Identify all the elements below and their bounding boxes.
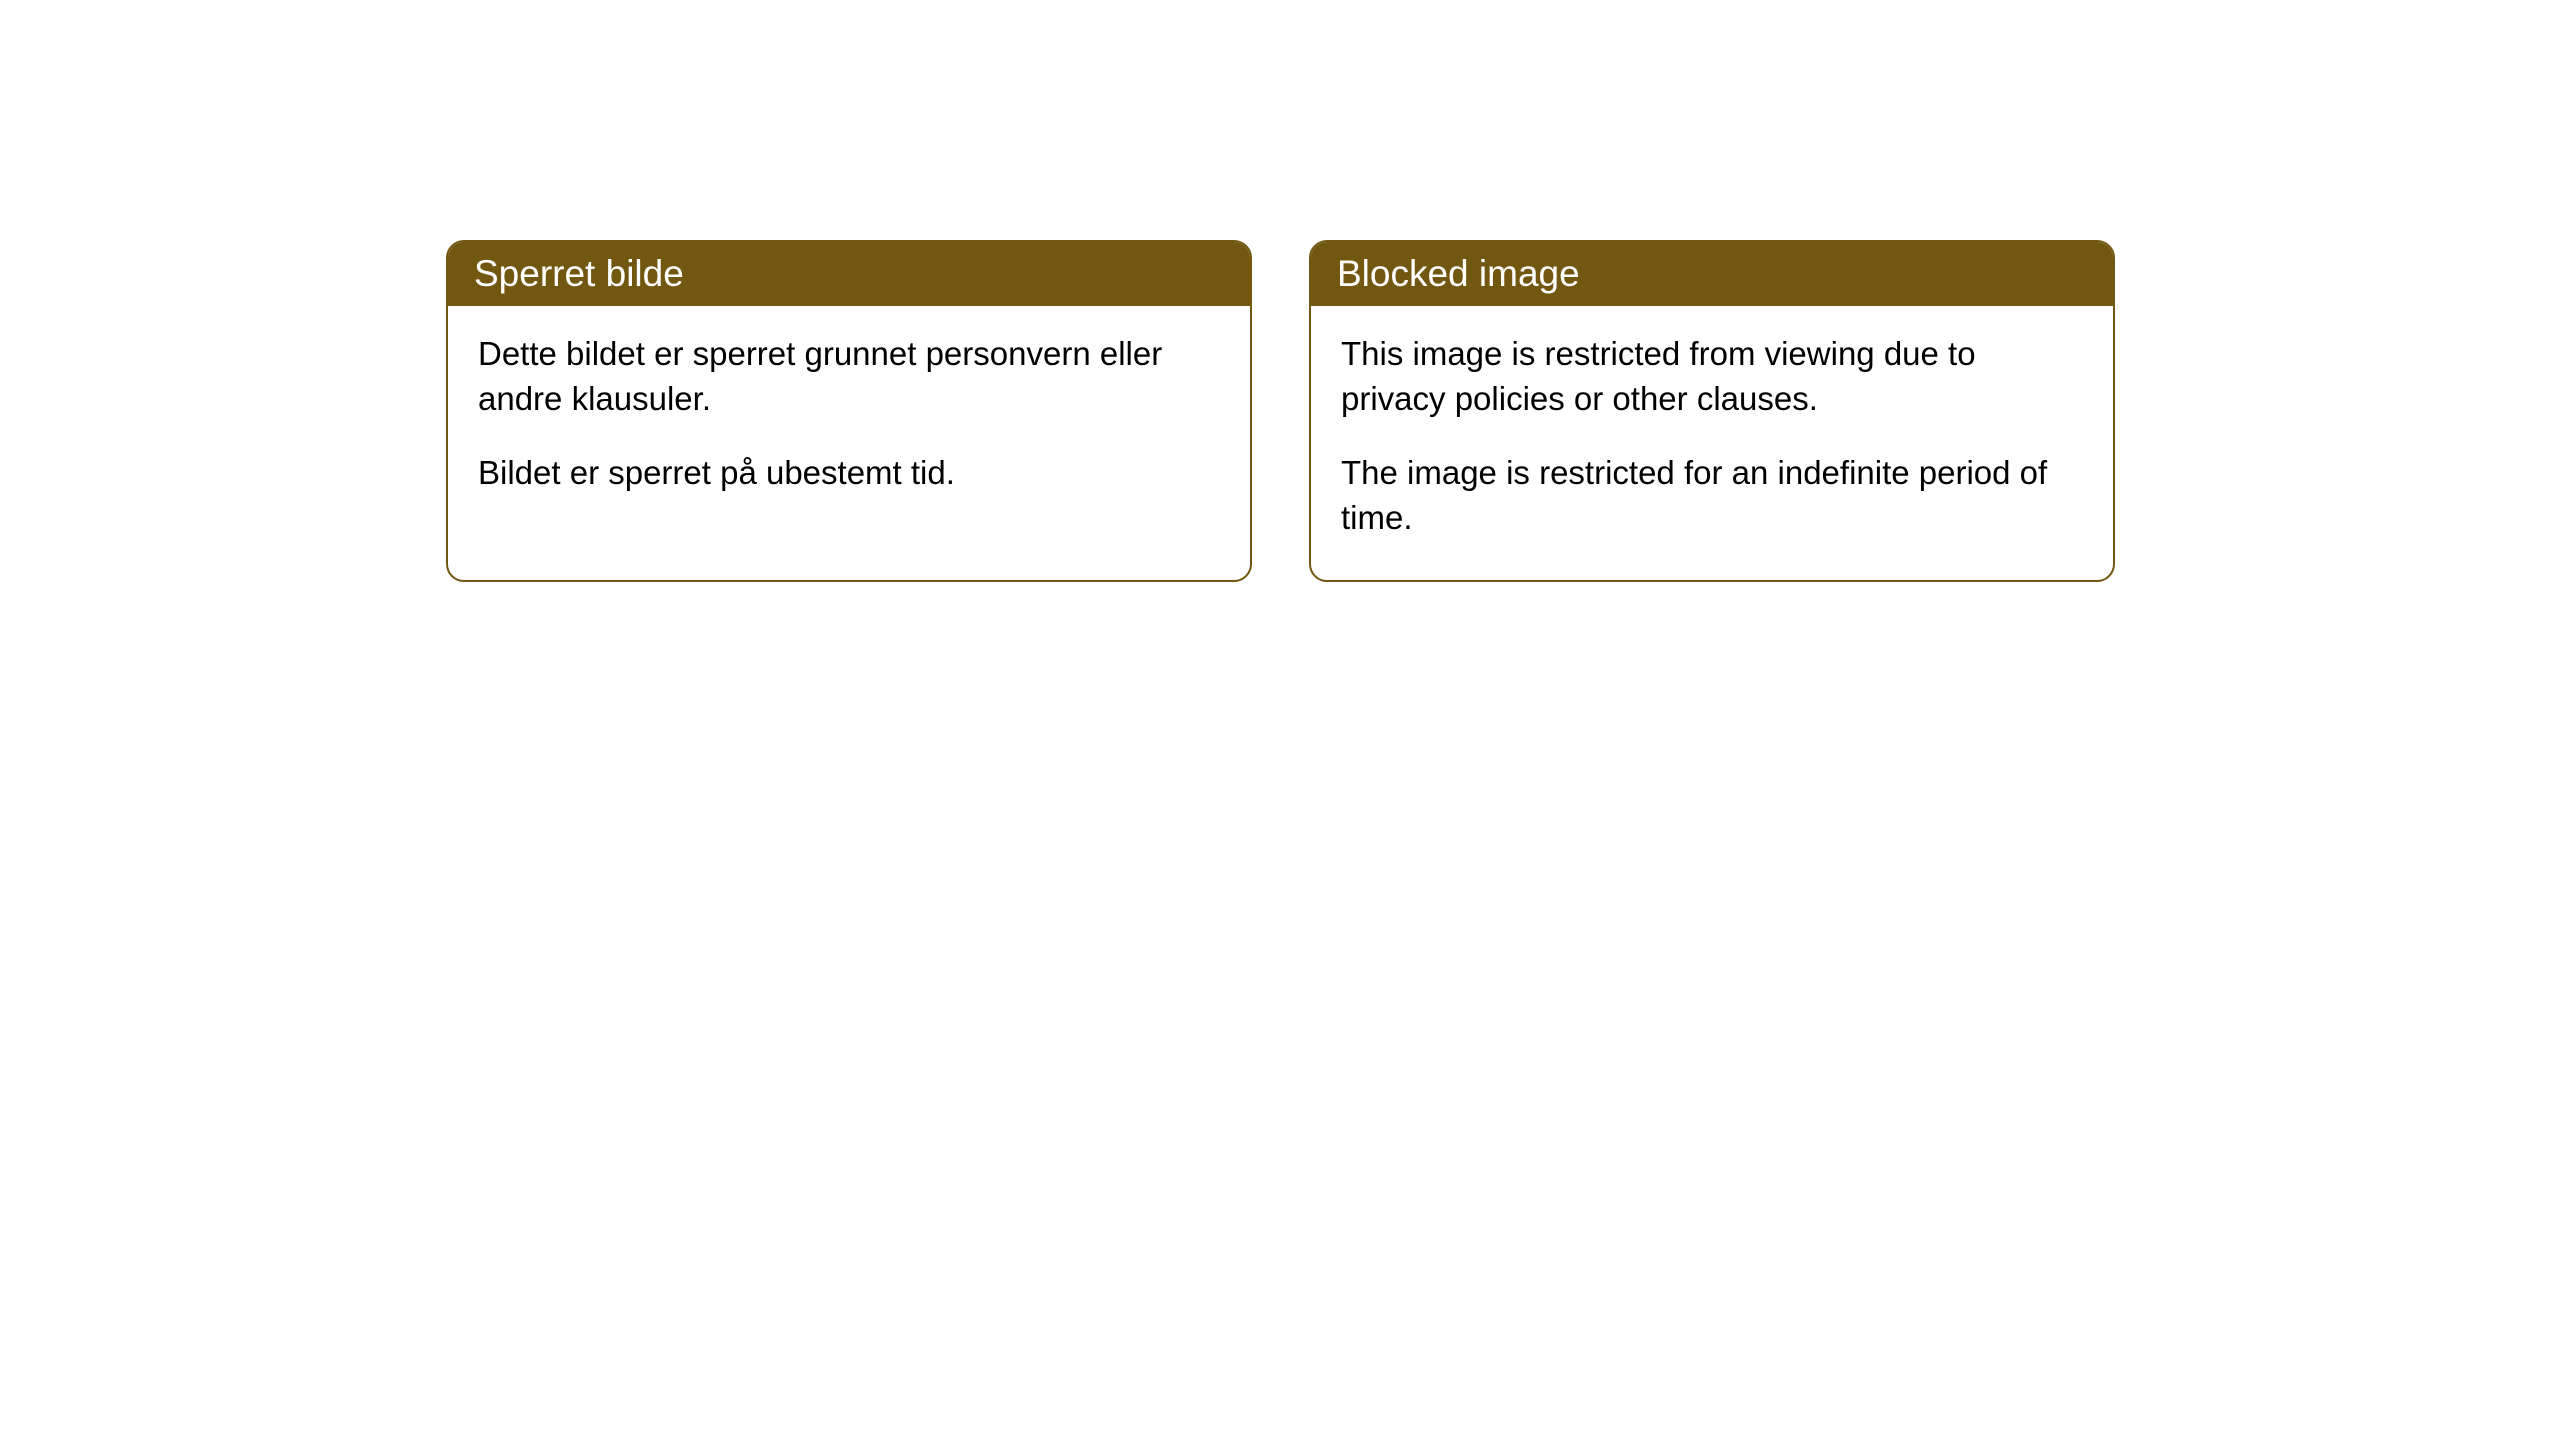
card-paragraph: The image is restricted for an indefinit… — [1341, 451, 2083, 540]
card-body: This image is restricted from viewing du… — [1311, 306, 2113, 580]
card-header: Blocked image — [1311, 242, 2113, 306]
card-paragraph: Dette bildet er sperret grunnet personve… — [478, 332, 1220, 421]
notice-card-norwegian: Sperret bilde Dette bildet er sperret gr… — [446, 240, 1252, 582]
card-body: Dette bildet er sperret grunnet personve… — [448, 306, 1250, 536]
card-header: Sperret bilde — [448, 242, 1250, 306]
card-paragraph: This image is restricted from viewing du… — [1341, 332, 2083, 421]
notice-card-english: Blocked image This image is restricted f… — [1309, 240, 2115, 582]
card-paragraph: Bildet er sperret på ubestemt tid. — [478, 451, 1220, 496]
card-title: Sperret bilde — [474, 253, 684, 294]
notice-container: Sperret bilde Dette bildet er sperret gr… — [0, 0, 2560, 582]
card-title: Blocked image — [1337, 253, 1580, 294]
